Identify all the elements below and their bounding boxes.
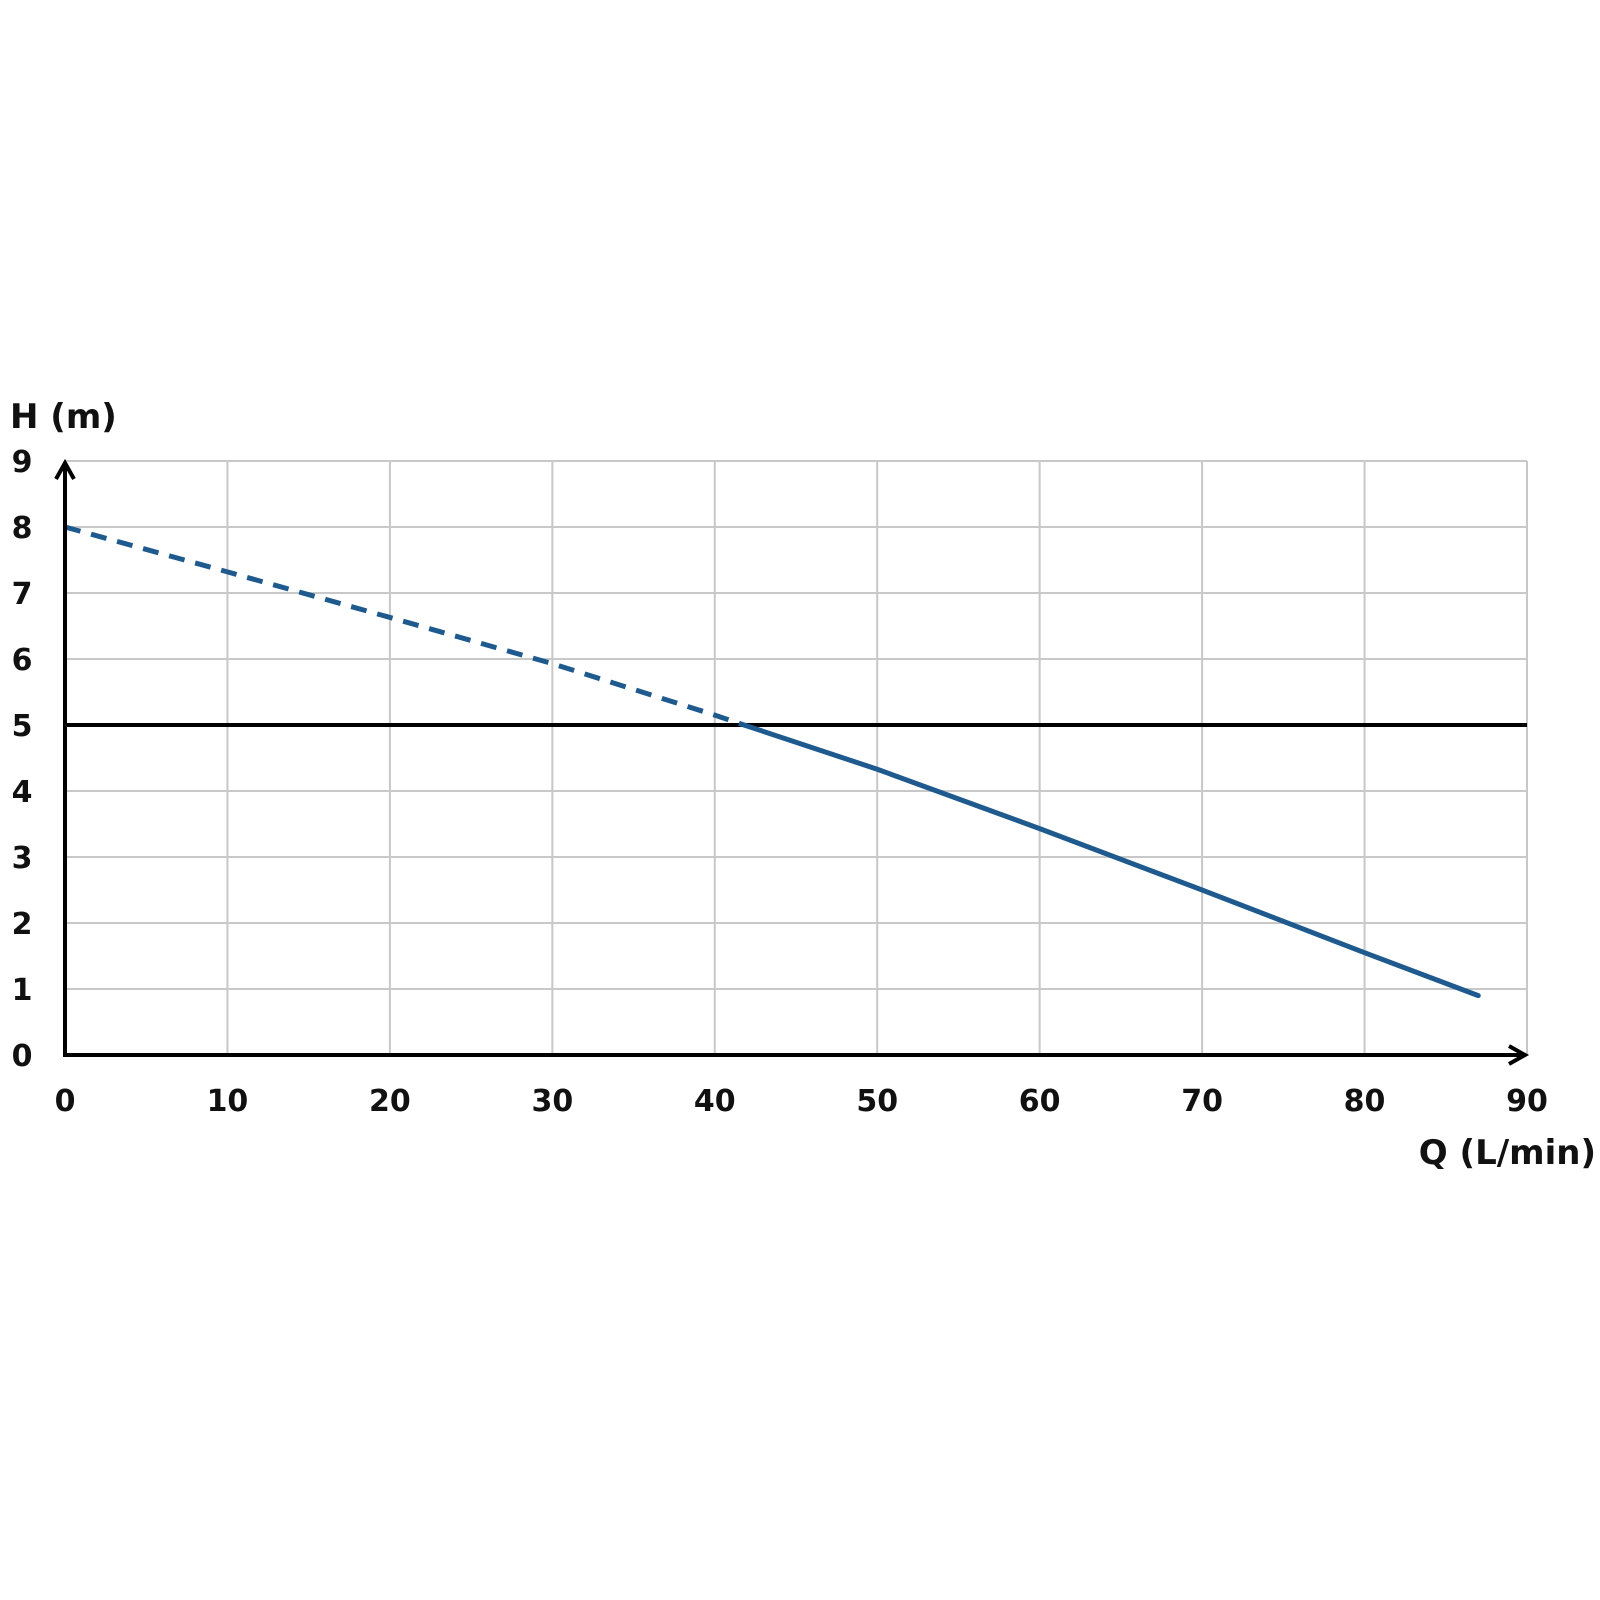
x-axis-label: Q (L/min) <box>1419 1133 1596 1173</box>
x-tick-label: 60 <box>1019 1084 1061 1119</box>
y-tick-label: 5 <box>12 709 33 744</box>
grid <box>65 460 1528 1055</box>
y-tick-label: 6 <box>12 643 33 678</box>
tick-labels: 0 10 20 30 40 50 60 70 80 90 0 1 2 3 4 5 6 7 8 9 <box>12 445 1548 1119</box>
x-tick-label: 0 <box>55 1084 76 1119</box>
axes <box>54 458 1530 1066</box>
x-tick-label: 70 <box>1181 1084 1223 1119</box>
x-tick-label: 30 <box>531 1084 573 1119</box>
y-tick-label: 1 <box>12 973 33 1008</box>
series-line-dashed <box>64 524 745 728</box>
y-tick-label: 0 <box>12 1039 33 1074</box>
y-tick-label: 2 <box>12 907 33 942</box>
x-tick-label: 40 <box>694 1084 736 1119</box>
y-axis-label: H (m) <box>10 397 117 437</box>
series-group <box>64 524 1481 999</box>
x-tick-label: 80 <box>1344 1084 1386 1119</box>
y-axis-arrow-icon <box>54 458 76 480</box>
y-tick-label: 3 <box>12 841 33 876</box>
x-tick-label: 10 <box>207 1084 249 1119</box>
y-tick-label: 4 <box>12 775 33 810</box>
x-tick-label: 90 <box>1506 1084 1548 1119</box>
x-axis-arrow-icon <box>1508 1044 1530 1066</box>
series-line-solid <box>741 722 1481 999</box>
y-tick-label: 8 <box>12 511 33 546</box>
x-tick-label: 20 <box>369 1084 411 1119</box>
y-tick-label: 9 <box>12 445 33 480</box>
x-tick-label: 50 <box>856 1084 898 1119</box>
y-tick-label: 7 <box>12 577 33 612</box>
